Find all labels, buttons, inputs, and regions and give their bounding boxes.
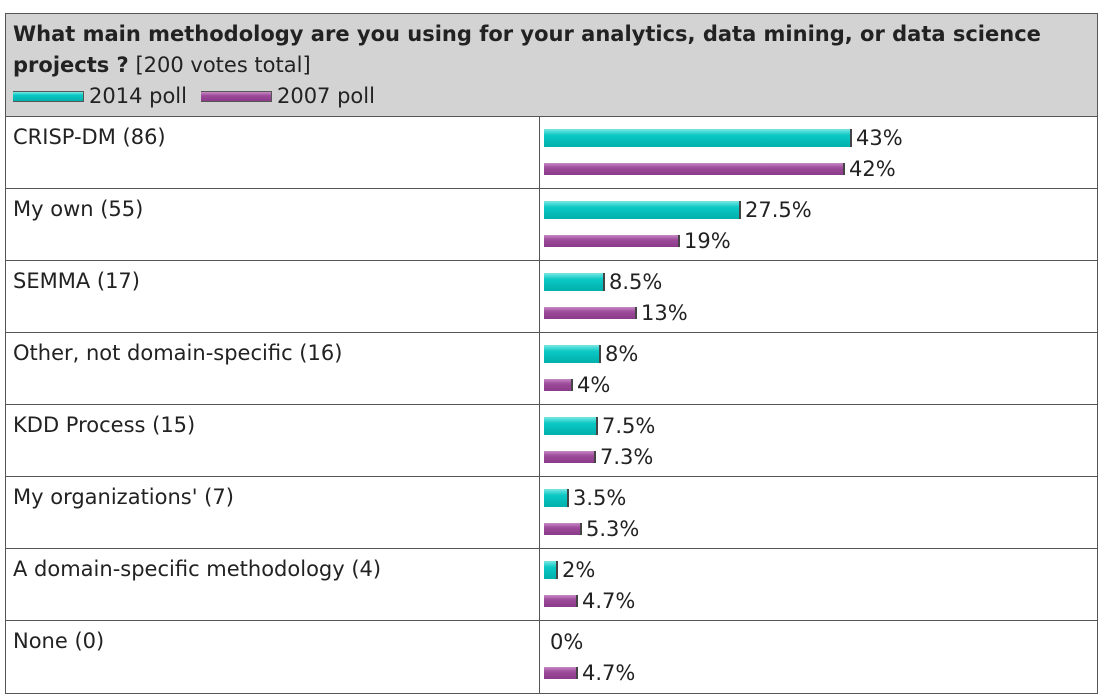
bar-2007: [544, 522, 582, 535]
poll-row: SEMMA (17) 8.5% 13%: [6, 261, 1097, 333]
legend-swatch-2007: [200, 91, 272, 102]
bar-2014: [544, 272, 605, 291]
bar-cell: 7.5% 7.3%: [540, 405, 1097, 476]
bar-2014: [544, 416, 598, 435]
bar-line: 8.5%: [544, 266, 1097, 297]
bar-line: 4.7%: [544, 657, 1097, 688]
bar-2014: [544, 560, 558, 579]
data-label: 2%: [562, 557, 596, 582]
data-label: 0%: [550, 629, 584, 654]
bar-cell: 0% 4.7%: [540, 621, 1097, 693]
bar-2007: [544, 234, 680, 247]
legend-label-2014: 2014 poll: [89, 84, 187, 108]
bar-2014: [544, 344, 601, 363]
bar-2007: [544, 306, 637, 319]
bar-cell: 8.5% 13%: [540, 261, 1097, 332]
poll-row: KDD Process (15) 7.5% 7.3%: [6, 405, 1097, 477]
bar-line: 2%: [544, 554, 1097, 585]
data-label: 4%: [577, 372, 611, 397]
poll-row: My organizations' (7) 3.5% 5.3%: [6, 477, 1097, 549]
bar-line: 4%: [544, 369, 1097, 400]
data-label: 43%: [856, 125, 903, 150]
bar-cell: 2% 4.7%: [540, 549, 1097, 620]
category-label: SEMMA (17): [6, 261, 540, 332]
poll-table: What main methodology are you using for …: [5, 13, 1098, 694]
bar-line: 3.5%: [544, 482, 1097, 513]
bar-2007: [544, 666, 578, 679]
bar-2014: [544, 200, 741, 219]
category-label: A domain-specific methodology (4): [6, 549, 540, 620]
bar-line: 8%: [544, 338, 1097, 369]
data-label: 42%: [849, 156, 896, 181]
data-label: 8%: [605, 341, 639, 366]
bar-line: 5.3%: [544, 513, 1097, 544]
category-label: CRISP-DM (86): [6, 117, 540, 188]
chart-title: What main methodology are you using for …: [13, 22, 1041, 77]
data-label: 8.5%: [609, 269, 663, 294]
bar-2007: [544, 162, 845, 175]
category-label: None (0): [6, 621, 540, 693]
data-label: 4.7%: [582, 588, 636, 613]
data-label: 7.3%: [600, 444, 654, 469]
data-label: 27.5%: [745, 197, 812, 222]
data-label: 3.5%: [573, 485, 627, 510]
bar-line: 43%: [544, 122, 1097, 153]
data-label: 5.3%: [586, 516, 640, 541]
bar-line: 19%: [544, 225, 1097, 256]
bar-line: 4.7%: [544, 585, 1097, 616]
chart-subtitle: [200 votes total]: [135, 53, 311, 77]
poll-row: CRISP-DM (86) 43% 42%: [6, 117, 1097, 189]
poll-row: None (0) 0% 4.7%: [6, 621, 1097, 693]
category-label: Other, not domain-specific (16): [6, 333, 540, 404]
data-label: 13%: [641, 300, 688, 325]
category-label: My organizations' (7): [6, 477, 540, 548]
bar-line: 0%: [544, 626, 1097, 657]
poll-row: A domain-specific methodology (4) 2% 4.7%: [6, 549, 1097, 621]
bar-2007: [544, 594, 578, 607]
bar-line: 13%: [544, 297, 1097, 328]
poll-row: My own (55) 27.5% 19%: [6, 189, 1097, 261]
poll-rows: CRISP-DM (86) 43% 42% My own (55) 27.5% 19% SE…: [6, 117, 1097, 693]
category-label: My own (55): [6, 189, 540, 260]
bar-2007: [544, 450, 596, 463]
bar-line: 27.5%: [544, 194, 1097, 225]
legend-item-2007: 2007 poll: [200, 81, 375, 112]
bar-2014: [544, 128, 852, 147]
legend-swatch-2014: [13, 91, 84, 102]
data-label: 7.5%: [602, 413, 656, 438]
bar-2007: [544, 378, 573, 391]
bar-cell: 8% 4%: [540, 333, 1097, 404]
poll-header: What main methodology are you using for …: [6, 14, 1097, 117]
poll-row: Other, not domain-specific (16) 8% 4%: [6, 333, 1097, 405]
bar-line: 42%: [544, 153, 1097, 184]
bar-cell: 43% 42%: [540, 117, 1097, 188]
bar-2014: [544, 488, 569, 507]
bar-cell: 3.5% 5.3%: [540, 477, 1097, 548]
category-label: KDD Process (15): [6, 405, 540, 476]
data-label: 19%: [684, 228, 731, 253]
legend: 2014 poll 2007 poll: [13, 81, 1097, 112]
bar-line: 7.5%: [544, 410, 1097, 441]
bar-line: 7.3%: [544, 441, 1097, 472]
legend-item-2014: 2014 poll: [13, 81, 187, 112]
legend-label-2007: 2007 poll: [276, 84, 375, 108]
data-label: 4.7%: [582, 660, 636, 685]
bar-cell: 27.5% 19%: [540, 189, 1097, 260]
